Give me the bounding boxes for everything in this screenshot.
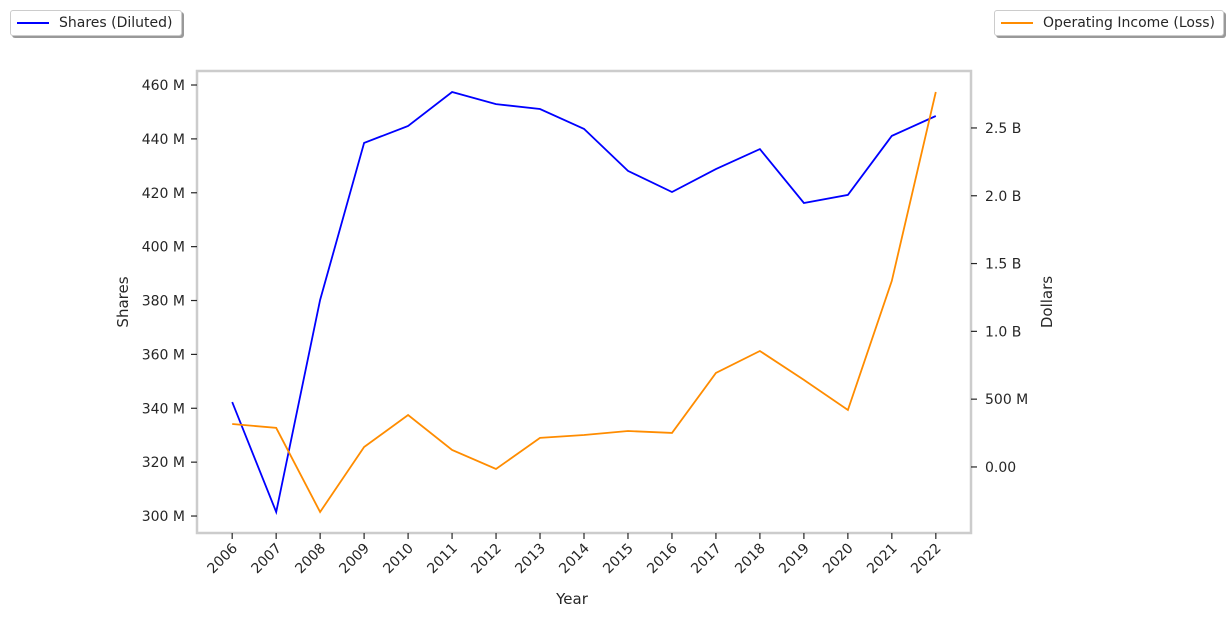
right-y-tick-label: 1.5 B <box>985 257 1021 273</box>
x-tick-label: 2008 <box>292 541 329 578</box>
right-y-tick-label: 1.0 B <box>985 324 1021 340</box>
left-y-tick-label: 420 M <box>142 186 185 202</box>
x-tick-label: 2006 <box>204 540 241 577</box>
x-tick-label: 2013 <box>512 541 549 578</box>
series-line-shares <box>231 91 937 516</box>
x-tick-label: 2012 <box>468 541 505 578</box>
legend-swatch-operating-income <box>1000 22 1033 24</box>
plot-frame <box>195 69 973 535</box>
x-tick-label: 2014 <box>556 540 593 577</box>
legend-label-shares: Shares (Diluted) <box>59 15 173 31</box>
x-tick-label: 2015 <box>600 541 637 578</box>
right-y-tick-label: 2.0 B <box>985 189 1021 205</box>
x-tick-label: 2021 <box>864 541 901 578</box>
right-y-tick-label: 0.00 <box>985 460 1016 476</box>
right-y-tick-label: 500 M <box>985 392 1028 408</box>
left-y-tick-label: 440 M <box>142 132 185 148</box>
x-tick-label: 2017 <box>688 541 725 578</box>
x-tick-label: 2022 <box>908 541 945 578</box>
right-y-tick-label: 2.5 B <box>985 121 1021 137</box>
x-tick-label: 2019 <box>776 541 813 578</box>
left-y-tick-label: 380 M <box>142 294 185 310</box>
legend-swatch-shares <box>17 22 49 24</box>
legend-shares: Shares (Diluted) <box>10 10 182 36</box>
x-tick-label: 2018 <box>732 541 769 578</box>
left-y-tick-label: 340 M <box>142 401 185 417</box>
left-y-tick-label: 460 M <box>142 78 185 94</box>
x-axis-label: Year <box>555 590 589 608</box>
left-y-axis-label: Shares <box>114 276 132 327</box>
legend-operating-income: Operating Income (Loss) <box>993 10 1224 36</box>
x-tick-label: 2020 <box>820 541 857 578</box>
x-tick-label: 2011 <box>424 541 461 578</box>
left-y-tick-label: 320 M <box>142 455 185 471</box>
right-y-axis-label: Dollars <box>1038 276 1056 328</box>
x-tick-label: 2016 <box>644 540 681 577</box>
legend-label-operating-income: Operating Income (Loss) <box>1042 15 1215 31</box>
left-y-tick-label: 300 M <box>142 509 185 525</box>
left-y-tick-label: 400 M <box>142 240 185 256</box>
series-line-operating-income <box>232 91 937 514</box>
x-tick-label: 2007 <box>248 541 285 578</box>
x-tick-label: 2009 <box>336 541 373 578</box>
x-tick-label: 2010 <box>380 541 417 578</box>
left-y-tick-label: 360 M <box>142 347 185 363</box>
